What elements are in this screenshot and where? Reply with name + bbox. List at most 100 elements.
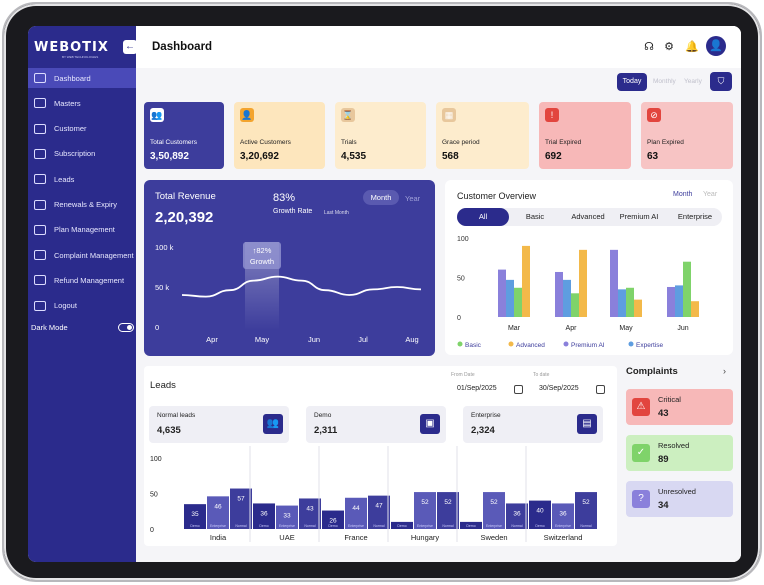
overview-tab-enterprise[interactable]: Enterprise — [677, 212, 713, 221]
leads-bar-sublabel: Normal — [511, 524, 523, 528]
complaint-label: Unresolved — [658, 487, 696, 496]
from-date-value[interactable]: 01/Sep/2025 — [457, 385, 497, 392]
sidebar-item-leads[interactable]: Leads — [28, 169, 136, 189]
layers-icon — [34, 98, 46, 109]
leads-bar — [368, 495, 390, 529]
logo-subtitle: BY WEB TECHNOLOGIES — [62, 55, 99, 59]
overview-x-tick: May — [619, 325, 633, 332]
revenue-y-tick: 50 k — [155, 283, 169, 292]
sidebar-item-logout[interactable]: Logout — [28, 296, 136, 316]
leads-bar — [184, 504, 206, 529]
complaint-card-critical[interactable]: ⚠ Critical 43 — [626, 389, 733, 425]
complaint-value: 89 — [658, 454, 669, 465]
dark-mode-toggle[interactable] — [118, 323, 134, 332]
revenue-tab-month[interactable]: Month — [363, 190, 399, 205]
sidebar-item-subscription[interactable]: Subscription — [28, 144, 136, 164]
revenue-x-tick: Aug — [405, 335, 418, 344]
lead-card-label: Enterprise — [471, 412, 501, 419]
revenue-tab-year[interactable]: Year — [405, 194, 421, 203]
leads-bar — [483, 492, 505, 529]
overview-bar — [618, 289, 626, 317]
stat-card-trials[interactable]: ⌛ Trials 4,535 — [335, 102, 426, 169]
leads-y-tick: 0 — [150, 527, 154, 534]
range-yearly-button[interactable]: Yearly — [684, 78, 702, 85]
leads-bar-value: 40 — [536, 508, 544, 515]
lead-card-normal-leads[interactable]: Normal leads 4,635 👥 — [149, 406, 289, 443]
sidebar-item-masters[interactable]: Masters — [28, 93, 136, 113]
stat-label: Active Customers — [240, 139, 291, 146]
complaint-card-resolved[interactable]: ✓ Resolved 89 — [626, 435, 733, 471]
calendar-icon[interactable] — [596, 385, 605, 394]
sidebar-item-plan-management[interactable]: Plan Management — [28, 220, 136, 240]
bell-icon[interactable]: 🔔 — [685, 41, 699, 53]
leads-y-tick: 50 — [150, 492, 158, 499]
sidebar-item-label: Dashboard — [54, 73, 91, 83]
overview-legend-dot — [457, 341, 463, 347]
headset-icon[interactable]: ☊ — [644, 41, 654, 53]
lead-card-demo[interactable]: Demo 2,311 ▣ — [306, 406, 446, 443]
overview-tab-premium-ai[interactable]: Premium AI — [619, 212, 659, 221]
collapse-sidebar-button[interactable]: ← — [123, 40, 137, 54]
leads-bar — [552, 503, 574, 529]
overview-tab-basic[interactable]: Basic — [525, 212, 545, 221]
leads-bar-value: 52 — [421, 499, 429, 506]
alert-icon: ! — [545, 108, 559, 122]
user-icon — [34, 123, 46, 134]
leads-bar-sublabel: Demo — [190, 524, 199, 528]
complaint-card-unresolved[interactable]: ? Unresolved 34 — [626, 481, 733, 517]
total-revenue-card: 100 k 50 k 0 Apr May Jun Jul Aug ↑82% Growth Tota… — [144, 180, 435, 356]
top-bar: Dashboard ☊ ⚙ 🔔 👤 — [136, 26, 741, 68]
stat-value: 63 — [647, 151, 659, 162]
overview-legend-label: Basic — [465, 342, 482, 349]
leads-bar-sublabel: Enterprise — [279, 524, 295, 528]
page-title: Dashboard — [152, 41, 213, 53]
cloud-icon — [34, 73, 46, 83]
overview-tab-all[interactable]: All — [457, 208, 509, 226]
sidebar-item-renewals-expiry[interactable]: Renewals & Expiry — [28, 195, 136, 215]
stat-card-plan-expired[interactable]: ⊘ Plan Expired 63 — [641, 102, 733, 169]
overview-y-tick: 0 — [457, 315, 461, 322]
sidebar-item-complaint-management[interactable]: Complaint Management — [28, 245, 136, 265]
stat-card-grace-period[interactable]: ▦ Grace period 568 — [436, 102, 529, 169]
lead-card-value: 2,324 — [471, 425, 495, 436]
revenue-y-tick: 100 k — [155, 243, 174, 252]
leads-x-tick: UAE — [279, 533, 294, 542]
overview-bar — [667, 286, 675, 317]
leads-bar-value: 52 — [582, 499, 590, 506]
leads-bar-value: 43 — [306, 505, 314, 512]
revenue-growth-pct: 83% — [273, 192, 296, 204]
revenue-y-tick: 0 — [155, 323, 159, 332]
range-today-button[interactable]: Today — [617, 73, 647, 91]
stat-value: 692 — [545, 151, 562, 162]
to-date-value[interactable]: 30/Sep/2025 — [539, 385, 579, 392]
check-icon: ✓ — [632, 444, 650, 462]
sidebar-item-dashboard[interactable]: Dashboard — [28, 68, 136, 88]
stat-card-active-customers[interactable]: 👤 Active Customers 3,20,692 — [234, 102, 325, 169]
building-icon: ▤ — [577, 414, 597, 434]
overview-plan-tabs: All Basic Advanced Premium AI Enterprise — [457, 208, 722, 226]
leads-bar — [299, 498, 321, 529]
revenue-growth-label: Growth Rate — [273, 208, 313, 215]
overview-tab-year[interactable]: Year — [703, 191, 718, 198]
chevron-right-icon[interactable]: › — [723, 366, 726, 376]
leads-bar-sublabel: Normal — [580, 524, 592, 528]
overview-tab-advanced[interactable]: Advanced — [571, 212, 605, 221]
gear-icon[interactable]: ⚙ — [664, 41, 674, 53]
stat-card-trial-expired[interactable]: ! Trial Expired 692 — [539, 102, 631, 169]
leads-bar-value: 46 — [214, 503, 222, 510]
range-monthly-button[interactable]: Monthly — [653, 78, 676, 85]
overview-bar — [691, 301, 699, 317]
overview-bar — [498, 269, 506, 317]
sidebar-item-customer[interactable]: Customer — [28, 119, 136, 139]
overview-x-tick: Apr — [566, 325, 578, 332]
hourglass-icon: ⌛ — [341, 108, 355, 122]
leads-bar-value: 52 — [490, 499, 498, 506]
lead-card-enterprise[interactable]: Enterprise 2,324 ▤ — [463, 406, 603, 443]
calendar-icon[interactable] — [514, 385, 523, 394]
filter-button[interactable]: ⛉ — [710, 72, 732, 91]
stat-card-total-customers[interactable]: 👥 Total Customers 3,50,892 — [144, 102, 224, 169]
overview-tab-month[interactable]: Month — [673, 191, 693, 198]
sidebar-item-refund-management[interactable]: Refund Management — [28, 270, 136, 290]
user-avatar[interactable]: 👤 — [706, 36, 726, 56]
